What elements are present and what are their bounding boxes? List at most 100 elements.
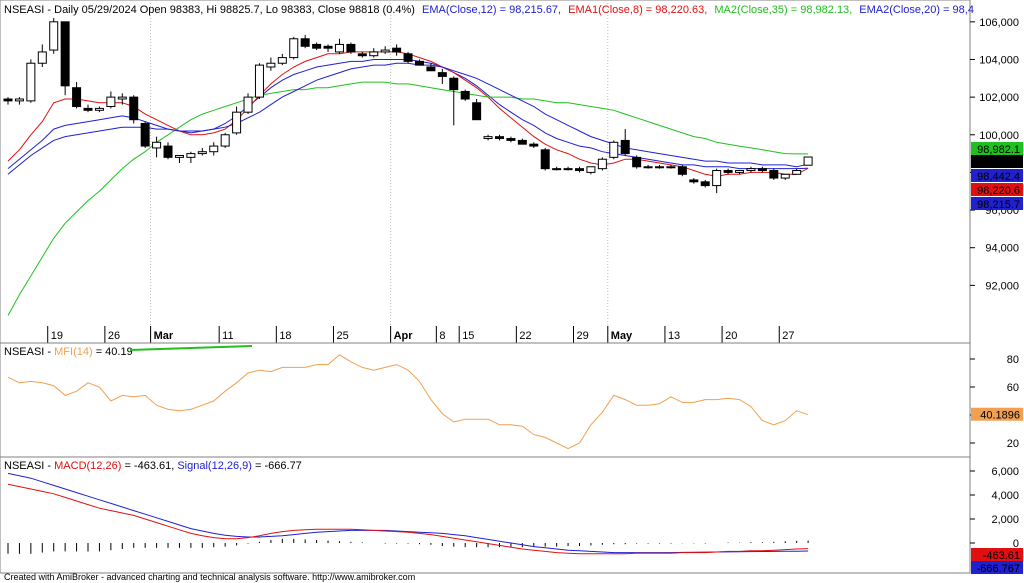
- mfi-pane-frame: [0, 342, 971, 458]
- mfi-y-axis: 20406080: [970, 354, 1019, 450]
- candle-body: [746, 168, 756, 172]
- macd-lines: [7, 472, 809, 555]
- x-tick-label: 22: [519, 330, 531, 342]
- candle-body: [243, 96, 253, 113]
- candle-body: [735, 170, 745, 173]
- x-tick-label: Apr: [394, 330, 414, 342]
- badge-ema8-bg: [971, 183, 1023, 196]
- candle-body: [186, 153, 196, 158]
- mfi-value-badge: 40.1896: [971, 407, 1023, 422]
- candle-body: [712, 170, 722, 187]
- candle-body: [232, 111, 242, 134]
- candle-body: [106, 96, 116, 108]
- price-title-ema20: EMA2(Close,20) = 98,4: [859, 4, 974, 16]
- candle-body: [620, 139, 630, 155]
- candle-body: [517, 139, 527, 145]
- candle-body: [803, 156, 813, 166]
- macd-title-prefix: NSEASI -: [4, 460, 54, 472]
- candle-body: [289, 38, 299, 59]
- badge-close: 98,818: [986, 157, 1020, 169]
- mfi-pane: 20406080 40.1896 NSEASI - MFI(14) = 40.1…: [0, 342, 1023, 458]
- x-tick-label: 8: [439, 330, 445, 342]
- price-value-badges: 98,982.198,818 98,442.4 98,220.6 98,215.7: [971, 142, 1023, 211]
- macd-y-tick-label: 2,000: [991, 514, 1019, 526]
- macd-pane-title: NSEASI - MACD(12,26) = -463.61, Signal(1…: [4, 460, 302, 472]
- mfi-series-line: [7, 354, 809, 450]
- x-tick-label: 25: [336, 330, 348, 342]
- candle-body: [72, 87, 82, 108]
- candle-body: [586, 166, 596, 173]
- badge-mfi: 40.1896: [980, 410, 1020, 422]
- candle-body: [655, 166, 665, 169]
- mfi-y-tick-label: 80: [1007, 354, 1019, 366]
- badge-ema8: 98,220.6: [977, 185, 1020, 197]
- mfi-y-tick-label: 20: [1007, 438, 1019, 450]
- macd-y-axis: 0 2,000 4,000 6,000: [970, 466, 1019, 550]
- candle-body: [666, 166, 676, 169]
- candle-body: [254, 64, 264, 98]
- candle-body: [334, 43, 344, 53]
- candle-body: [677, 166, 687, 175]
- x-tick-label: Mar: [154, 330, 174, 342]
- candle-body: [369, 51, 379, 57]
- candle-body: [597, 158, 607, 170]
- badge-ema20-bg: [971, 169, 1023, 182]
- candle-body: [552, 168, 562, 171]
- candle-body: [26, 62, 36, 102]
- candle-body: [449, 77, 459, 91]
- price-x-axis: 19 26 Mar 11 18 25 Apr 8 15 22 29 May 13 20 27: [47, 326, 794, 343]
- x-tick-label: 26: [108, 330, 120, 342]
- candle-body: [346, 43, 356, 53]
- macd-pane-frame: [0, 456, 971, 574]
- x-tick-label: May: [611, 330, 633, 342]
- badge-signal-bg: [971, 561, 1023, 574]
- badge-signal: -666.767: [977, 563, 1020, 575]
- candle-body: [323, 45, 333, 49]
- ma35-line: [7, 81, 809, 316]
- macd-y-tick-label: 4,000: [991, 490, 1019, 502]
- mfi-y-tick-label: 60: [1007, 382, 1019, 394]
- x-tick-label: 27: [782, 330, 794, 342]
- badge-ema12: 98,215.7: [977, 199, 1020, 211]
- candle-body: [14, 98, 24, 102]
- badge-macd: -463.61: [983, 550, 1020, 562]
- mfi-title-name: MFI(14): [54, 346, 93, 358]
- mfi-title-value: = 40.19: [96, 346, 133, 358]
- footer-credit: Created with AmiBroker - advanced charti…: [4, 572, 415, 582]
- macd-y-tick-label: 6,000: [991, 466, 1019, 478]
- price-candles: [3, 18, 813, 194]
- candle-body: [152, 141, 162, 149]
- candle-body: [380, 49, 390, 53]
- price-y-tick-label: 104,000: [979, 54, 1019, 66]
- macd-title-tail: = -666.77: [255, 460, 302, 472]
- badge-ma35-bg: [971, 142, 1023, 155]
- macd-title-mid: = -463.61,: [124, 460, 177, 472]
- x-tick-label: 20: [725, 330, 737, 342]
- x-tick-label: 13: [668, 330, 680, 342]
- candle-body: [392, 47, 402, 53]
- candle-body: [94, 107, 104, 111]
- candle-body: [163, 145, 173, 158]
- badge-ema20: 98,442.4: [977, 171, 1020, 183]
- badge-ema12-bg: [971, 197, 1023, 210]
- candle-body: [506, 138, 516, 141]
- macd-value-badges: -463.61-666.767: [971, 548, 1023, 575]
- price-y-tick-label: 106,000: [979, 17, 1019, 29]
- badge-ma35: 98,982.1: [977, 144, 1020, 156]
- macd-histogram: [7, 538, 809, 554]
- candle-body: [529, 143, 539, 147]
- candle-body: [609, 141, 619, 158]
- candle-body: [266, 62, 276, 68]
- candle-body: [300, 38, 310, 47]
- candle-body: [37, 51, 47, 64]
- badge-mfi-bg: [971, 407, 1023, 421]
- price-y-tick-label: 94,000: [985, 243, 1019, 255]
- candle-body: [780, 173, 790, 179]
- candle-body: [49, 21, 59, 51]
- price-y-tick-label: 100,000: [979, 130, 1019, 142]
- price-title-ma35: MA2(Close,35) = 98,982.13,: [714, 4, 852, 16]
- mfi-line: [7, 354, 809, 450]
- candle-body: [483, 136, 493, 140]
